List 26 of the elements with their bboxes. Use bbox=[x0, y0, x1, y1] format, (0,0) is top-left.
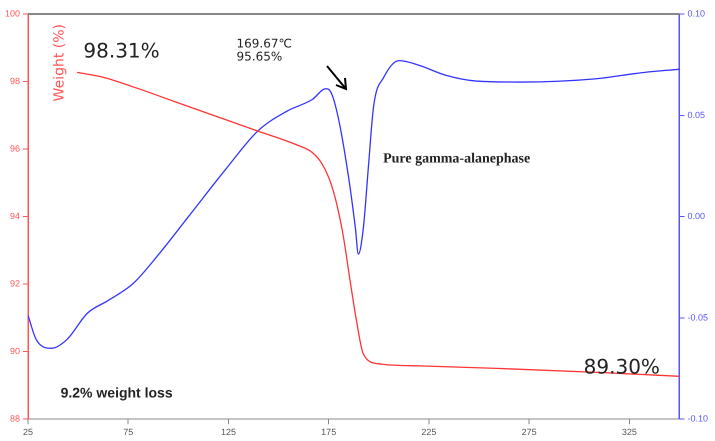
x-tick-label: 325 bbox=[622, 427, 637, 438]
x-tick-label: 175 bbox=[321, 427, 336, 438]
annotation: Pure gamma-alanephase bbox=[383, 151, 530, 166]
annotation: 89.30% bbox=[584, 354, 660, 379]
annotation: 9.2% weight loss bbox=[60, 384, 173, 401]
y-tick-label: 96 bbox=[10, 144, 20, 154]
y-tick-label: 88 bbox=[10, 414, 20, 424]
line-series bbox=[76, 72, 680, 377]
y-axis-title: Weight (%) bbox=[52, 24, 68, 102]
y2-tick-label: -0.05 bbox=[687, 312, 708, 322]
x-tick-label: 225 bbox=[421, 427, 436, 438]
x-tick-label: 25 bbox=[23, 427, 34, 438]
x-tick-label: 275 bbox=[522, 427, 537, 438]
y-tick-label: 100 bbox=[4, 8, 20, 18]
y2-tick-label: -0.10 bbox=[687, 414, 708, 424]
annotation: 169.67℃ 95.65% bbox=[236, 36, 292, 64]
y2-tick-label: 0.00 bbox=[687, 211, 706, 222]
y2-tick-label: 0.05 bbox=[687, 110, 706, 120]
y-tick-label: 98 bbox=[10, 76, 20, 86]
x-tick-label: 125 bbox=[220, 427, 236, 438]
y-tick-label: 90 bbox=[10, 346, 20, 356]
x-tick-label: 75 bbox=[123, 427, 134, 438]
y-tick-label: 92 bbox=[10, 278, 20, 289]
y2-tick-label: 0.10 bbox=[687, 8, 706, 18]
y-tick-label: 94 bbox=[10, 211, 20, 222]
annotation: 98.31% bbox=[83, 38, 160, 63]
